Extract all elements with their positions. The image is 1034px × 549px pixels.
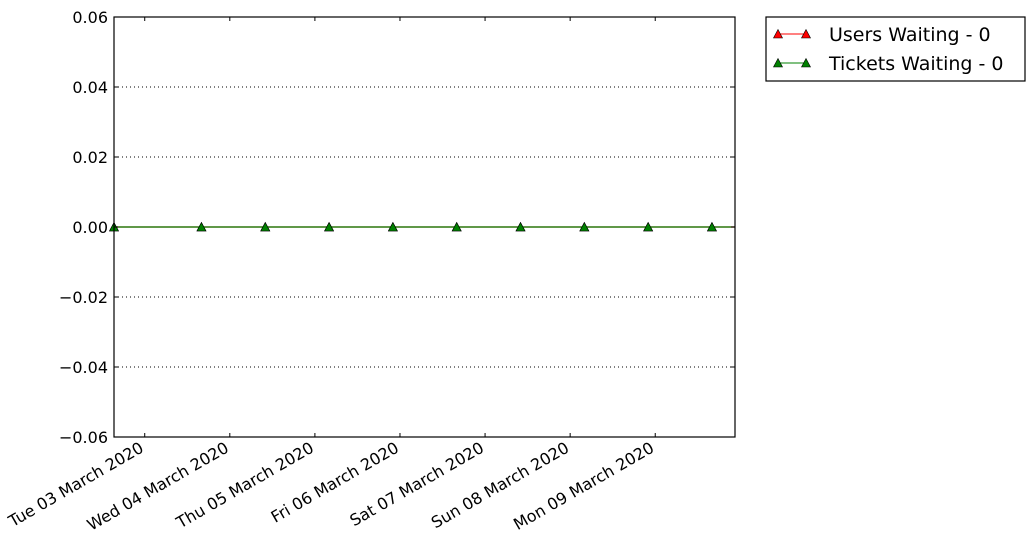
data-point-tickets (706, 221, 717, 232)
legend-label-users: Users Waiting - 0 (829, 24, 991, 46)
y-tick-label: −0.04 (59, 358, 108, 377)
legend-marker-users (773, 28, 783, 39)
series-group (109, 221, 735, 232)
y-tick-label: −0.06 (59, 428, 108, 447)
data-point-tickets (451, 221, 462, 232)
legend-marker-tickets (801, 57, 811, 68)
y-tick-label: 0.00 (72, 218, 108, 237)
data-point-tickets (643, 221, 654, 232)
legend-box (765, 16, 1026, 82)
legend-marker-tickets (773, 57, 783, 68)
x-tick-label: Thu 05 March 2020 (172, 438, 317, 533)
x-tick-label: Mon 09 March 2020 (510, 438, 657, 534)
x-tick-label: Sun 08 March 2020 (428, 438, 572, 532)
x-tick-label: Wed 04 March 2020 (84, 438, 232, 534)
x-tick-label: Tue 03 March 2020 (4, 438, 146, 531)
legend-marker-users (801, 28, 811, 39)
data-point-tickets (579, 221, 590, 232)
y-tick-label: 0.04 (72, 78, 108, 97)
data-point-tickets (515, 221, 526, 232)
y-tick-label: −0.02 (59, 288, 108, 307)
legend: Users Waiting - 0 Tickets Waiting - 0 (765, 16, 1026, 82)
data-point-tickets (196, 221, 207, 232)
y-tick-label: 0.02 (72, 148, 108, 167)
y-tick-label: 0.06 (72, 8, 108, 27)
data-point-tickets (324, 221, 335, 232)
legend-label-tickets: Tickets Waiting - 0 (828, 53, 1004, 75)
data-point-tickets (260, 221, 271, 232)
data-point-tickets (387, 221, 398, 232)
